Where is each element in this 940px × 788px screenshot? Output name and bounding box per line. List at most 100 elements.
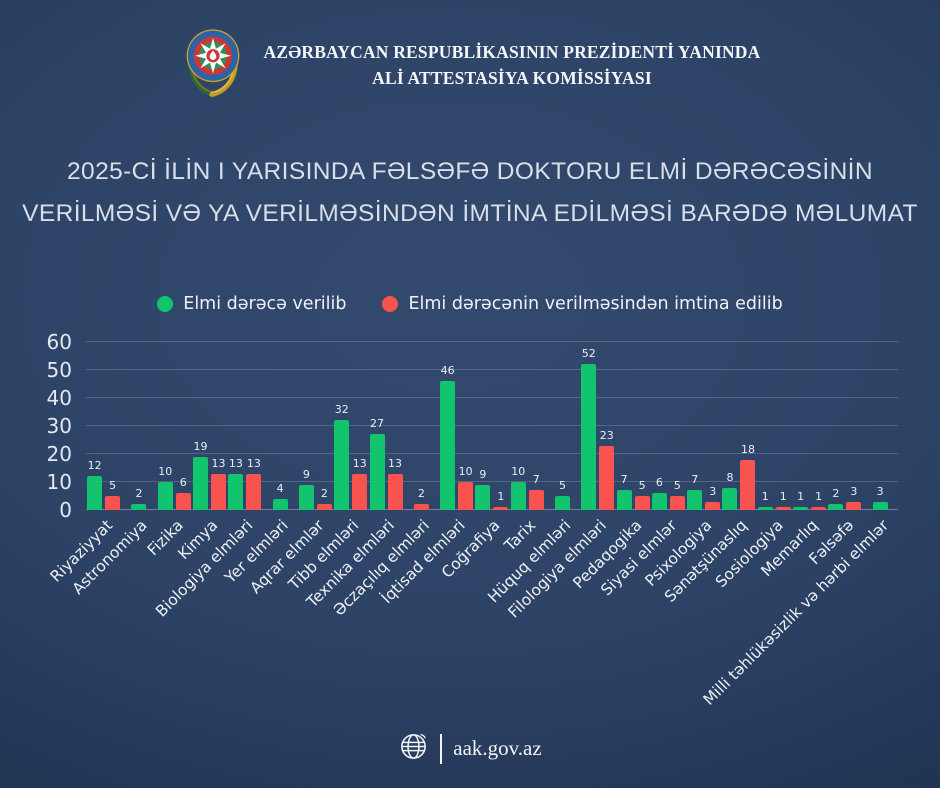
bar-value-label: 2 — [320, 487, 328, 501]
bar-value-label: 27 — [370, 417, 385, 431]
gridline-30 — [86, 425, 898, 426]
bar: 9 — [475, 468, 491, 510]
y-tick-label: 10 — [46, 470, 72, 494]
bar: 12 — [87, 459, 103, 510]
bar: 23 — [599, 429, 615, 510]
bar-value-label: 2 — [417, 487, 425, 501]
bar-value-label: 52 — [581, 347, 596, 361]
category-group: 6 5 Siyasi elmlər — [597, 342, 686, 599]
bar: 5 — [105, 479, 121, 510]
category-group: 7 5 Pedaqogika — [569, 342, 650, 592]
y-tick-label: 0 — [59, 498, 72, 522]
bar: 2 — [828, 487, 844, 510]
bar-value-label: 1 — [761, 490, 769, 504]
bar: 1 — [757, 490, 773, 510]
bar-value-label: 3 — [709, 484, 717, 498]
bar: 2 — [413, 487, 429, 510]
bar-value-label: 3 — [876, 484, 884, 498]
bar-value-label: 4 — [276, 481, 284, 495]
legend-dot-red-icon — [382, 296, 399, 312]
plot-area: 12 5 Riyaziyyat 2 Astronomiya 10 6 Fizika 19 13 Ki… — [46, 341, 898, 709]
y-tick-label: 40 — [46, 386, 72, 410]
bar-value-label: 13 — [388, 456, 403, 470]
category-group: 2 Əczaçılıq elmləri — [330, 342, 439, 619]
bar: 2 — [316, 487, 332, 510]
bar: 10 — [510, 465, 526, 510]
category-group: 4 Yer elmləri — [222, 342, 297, 587]
category-group: 46 10 İqtisad elmləri — [378, 342, 474, 607]
bar: 3 — [872, 485, 888, 510]
bar: 4 — [272, 482, 288, 510]
bar: 1 — [793, 490, 809, 510]
legend-dot-green-icon — [157, 296, 174, 312]
bar: 7 — [528, 473, 544, 510]
bar-value-label: 12 — [87, 459, 102, 473]
bar-value-label: 1 — [815, 490, 823, 504]
bar-value-label: 10 — [458, 465, 473, 478]
bar-value-label: 5 — [638, 479, 646, 492]
bar: 32 — [334, 403, 350, 510]
organization-name-line1: AZƏRBAYCAN RESPUBLİKASININ PREZİDENTİ YA… — [263, 42, 761, 62]
bar-value-label: 13 — [228, 456, 243, 470]
category-group: 5 Hüquq elmləri — [484, 342, 580, 606]
category-group: 2 Astronomiya — [69, 342, 156, 598]
category-group: 8 18 Sənətşünaslıq — [662, 342, 756, 606]
bar-value-label: 3 — [850, 484, 858, 498]
website-url: aak.gov.az — [453, 736, 542, 760]
y-tick-label: 20 — [46, 442, 72, 466]
footer: aak.gov.az — [0, 731, 940, 766]
category-group: 2 3 Fəlsəfə — [805, 342, 862, 568]
gridline-20 — [86, 453, 898, 454]
category-group: 32 13 Tibb elmləri — [285, 342, 368, 594]
bar: 13 — [246, 457, 262, 510]
legend-item-refused: Elmi dərəcənin verilməsindən imtina edil… — [382, 294, 783, 314]
category-group: 13 13 Biologiya elmləri — [153, 342, 262, 621]
page-title: 2025-Cİ İLİN I YARISINDA FƏLSƏFƏ DOKTORU… — [0, 151, 940, 235]
bar-value-label: 5 — [559, 479, 566, 492]
category-group: 19 13 Kimya — [175, 342, 227, 563]
bar-value-label: 23 — [599, 428, 614, 442]
page-title-line2: VERİLMƏSİ VƏ YA VERİLMƏSİNDƏN İMTİNA EDİ… — [22, 200, 918, 227]
category-group: 10 7 Tarix — [501, 342, 545, 555]
bar: 13 — [228, 457, 244, 510]
bar: 13 — [387, 457, 403, 510]
legend-item-awarded: Elmi dərəcə verilib — [157, 294, 346, 314]
bar-value-label: 1 — [779, 490, 787, 504]
bar: 10 — [458, 465, 474, 510]
legend: Elmi dərəcə verilib Elmi dərəcənin veril… — [0, 294, 940, 314]
bar-value-label: 1 — [797, 490, 805, 504]
gridline-40 — [86, 397, 898, 398]
category-group: 3 Milli təhlükəsizlik və hərbi elmlər — [700, 342, 898, 709]
bar-value-label: 8 — [726, 470, 734, 484]
bar: 19 — [193, 440, 209, 510]
bar-value-label: 13 — [246, 456, 261, 470]
bar: 5 — [555, 479, 570, 510]
bar: 27 — [369, 417, 385, 510]
bar-groups: 12 5 Riyaziyyat 2 Astronomiya 10 6 Fizika 19 13 Ki… — [46, 342, 898, 709]
bar-value-label: 6 — [179, 476, 187, 490]
bar-value-label: 7 — [620, 473, 628, 487]
gridline-60 — [86, 341, 898, 342]
bar: 52 — [581, 347, 597, 510]
bar-value-label: 10 — [158, 465, 173, 478]
y-tick-label: 50 — [46, 358, 72, 382]
azerbaijan-emblem-icon — [180, 24, 246, 106]
bar-value-label: 7 — [532, 473, 540, 487]
organization-name: AZƏRBAYCAN RESPUBLİKASININ PREZİDENTİ YA… — [264, 39, 761, 91]
bar-value-label: 5 — [673, 479, 681, 492]
category-group: 27 13 Texnika elmləri — [303, 342, 403, 611]
bar: 5 — [634, 479, 650, 510]
bar: 2 — [131, 487, 147, 510]
bar-value-label: 46 — [440, 364, 455, 378]
bar: 46 — [440, 364, 456, 510]
category-group: 1 1 Memarlıq — [758, 342, 827, 580]
gridline-50 — [86, 369, 898, 370]
bar-value-label: 1 — [497, 490, 505, 504]
gridline-10 — [86, 481, 898, 482]
bar-value-label: 13 — [352, 456, 367, 470]
header: AZƏRBAYCAN RESPUBLİKASININ PREZİDENTİ YA… — [0, 24, 940, 106]
bar-value-label: 32 — [334, 403, 349, 417]
category-group: 12 5 Riyaziyyat — [46, 342, 121, 586]
category-group: 10 6 Fizika — [143, 342, 192, 559]
bar: 8 — [722, 471, 738, 510]
